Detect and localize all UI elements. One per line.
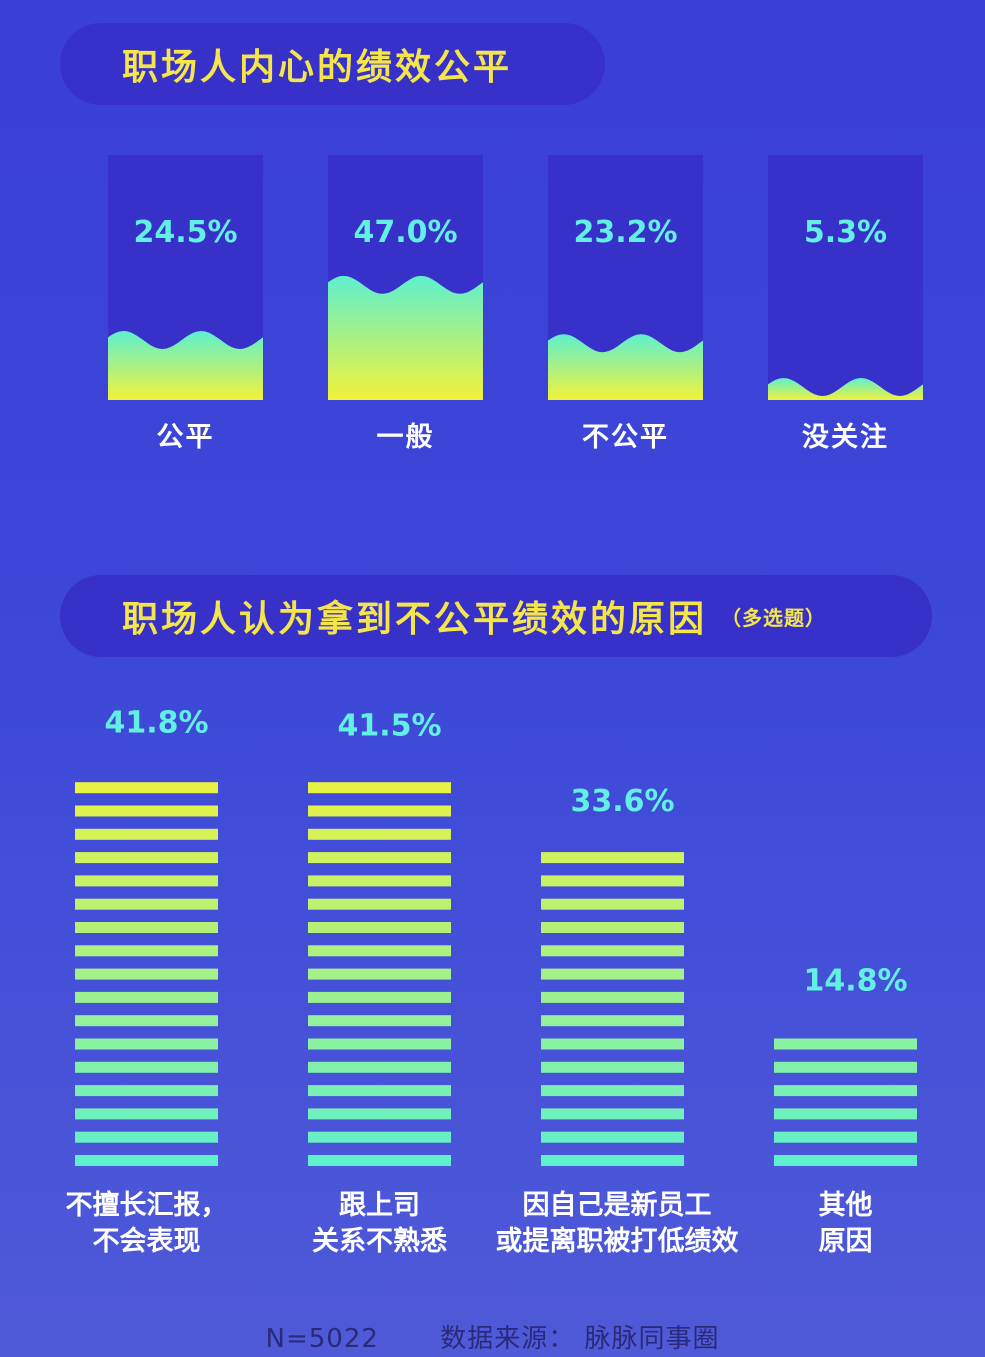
bar-0-stripe-3 [75, 1085, 218, 1097]
bar-1-stripe-1 [308, 1131, 451, 1143]
value-label-2: 23.2% [573, 215, 677, 250]
category-label-2-line-0: 因自己是新员工 [523, 1189, 712, 1221]
bar-2-stripe-5 [541, 1038, 684, 1050]
bar-1-stripe-2 [308, 1108, 451, 1120]
bar-2-stripe-2 [541, 1108, 684, 1120]
data-source: 数据来源： 脉脉同事圈 [440, 1324, 720, 1354]
bar-0-stripe-16 [75, 782, 218, 794]
bar-3-stripe-0 [774, 1155, 917, 1166]
category-label-1-line-1: 关系不熟悉 [312, 1225, 447, 1257]
category-label-3: 没关注 [802, 421, 889, 453]
bar-2-stripe-12 [541, 875, 684, 887]
bar-3-stripe-2 [774, 1108, 917, 1120]
bar-0-stripe-9 [75, 945, 218, 957]
bar-1-stripe-4 [308, 1061, 451, 1073]
value-label-2: 33.6% [570, 784, 674, 819]
category-label-3-line-1: 原因 [819, 1226, 873, 1257]
bar-1-stripe-12 [308, 875, 451, 887]
bar-1-stripe-11 [308, 898, 451, 910]
bar-2-stripe-0 [541, 1155, 684, 1166]
wave-fill-2 [548, 334, 703, 400]
bar-3-stripe-1 [774, 1131, 917, 1143]
bar-3-stripe-4 [774, 1061, 917, 1073]
bar-1-stripe-5 [308, 1038, 451, 1050]
value-label-3: 5.3% [804, 215, 887, 250]
bar-2-stripe-1 [541, 1131, 684, 1143]
bar-0-stripe-13 [75, 852, 218, 864]
bar-0-stripe-4 [75, 1061, 218, 1073]
bar-1-stripe-14 [308, 828, 451, 840]
category-label-0: 公平 [157, 422, 215, 453]
bar-2-stripe-9 [541, 945, 684, 957]
bar-1-stripe-3 [308, 1085, 451, 1097]
value-label-0: 41.8% [104, 706, 208, 741]
section1-title-pill: 职场人内心的绩效公平 [60, 23, 605, 105]
category-label-2: 不公平 [582, 422, 669, 453]
footer: N=5022 数据来源： 脉脉同事圈 [0, 1318, 985, 1355]
sample-size: N=5022 [265, 1324, 379, 1354]
category-label-3-line-0: 其他 [819, 1190, 873, 1221]
bar-3-stripe-5 [774, 1038, 917, 1050]
bar-1-stripe-7 [308, 991, 451, 1003]
value-label-1: 41.5% [337, 708, 441, 743]
bar-0-stripe-14 [75, 828, 218, 840]
bar-2-stripe-6 [541, 1015, 684, 1027]
section2-title: 职场人认为拿到不公平绩效的原因 [122, 599, 708, 640]
bar-1-stripe-10 [308, 922, 451, 933]
bar-1-stripe-0 [308, 1155, 451, 1166]
bar-2-stripe-3 [541, 1085, 684, 1097]
bar-0-stripe-1 [75, 1131, 218, 1143]
wave-fill-3 [768, 378, 923, 400]
bar-3-stripe-3 [774, 1085, 917, 1097]
bar-0-stripe-12 [75, 875, 218, 887]
bar-0-stripe-15 [75, 805, 218, 817]
value-label-0: 24.5% [133, 215, 237, 250]
column-bg-3 [768, 155, 923, 400]
value-label-1: 47.0% [353, 215, 457, 250]
bar-0-stripe-8 [75, 968, 218, 980]
category-label-0-line-1: 不会表现 [93, 1226, 201, 1257]
bar-1-stripe-9 [308, 945, 451, 957]
bar-0-stripe-7 [75, 991, 218, 1003]
bar-1-stripe-13 [308, 852, 451, 864]
bar-1-stripe-6 [308, 1015, 451, 1027]
bar-0-stripe-10 [75, 922, 218, 933]
bar-2-stripe-7 [541, 991, 684, 1003]
category-label-2-line-1: 或提离职被打低绩效 [496, 1225, 739, 1257]
bar-0-stripe-5 [75, 1038, 218, 1050]
bar-0-stripe-0 [75, 1155, 218, 1166]
wave-fill-0 [108, 331, 263, 400]
category-label-1-line-0: 跟上司 [339, 1190, 420, 1221]
section1-title: 职场人内心的绩效公平 [122, 47, 513, 88]
bar-1-stripe-16 [308, 782, 451, 794]
section2-subtitle: （多选题） [721, 605, 827, 630]
bar-0-stripe-2 [75, 1108, 218, 1120]
bar-1-stripe-8 [308, 968, 451, 980]
section2-title-pill: 职场人认为拿到不公平绩效的原因 （多选题） [60, 575, 932, 657]
bar-2-stripe-11 [541, 898, 684, 910]
category-label-1: 一般 [377, 421, 435, 453]
fairness-chart: 24.5% 公平 47.0% 一般 23.2% 不公平 5.3% 没关注 [108, 155, 923, 453]
bar-2-stripe-8 [541, 968, 684, 980]
category-label-0-line-0: 不擅长汇报， [66, 1189, 228, 1221]
bar-1-stripe-15 [308, 805, 451, 817]
wave-fill-1 [328, 275, 483, 400]
bar-2-stripe-10 [541, 922, 684, 933]
bar-0-stripe-11 [75, 898, 218, 910]
bar-2-stripe-4 [541, 1061, 684, 1073]
value-label-3: 14.8% [803, 964, 907, 999]
bar-2-stripe-13 [541, 852, 684, 864]
bar-0-stripe-6 [75, 1015, 218, 1027]
